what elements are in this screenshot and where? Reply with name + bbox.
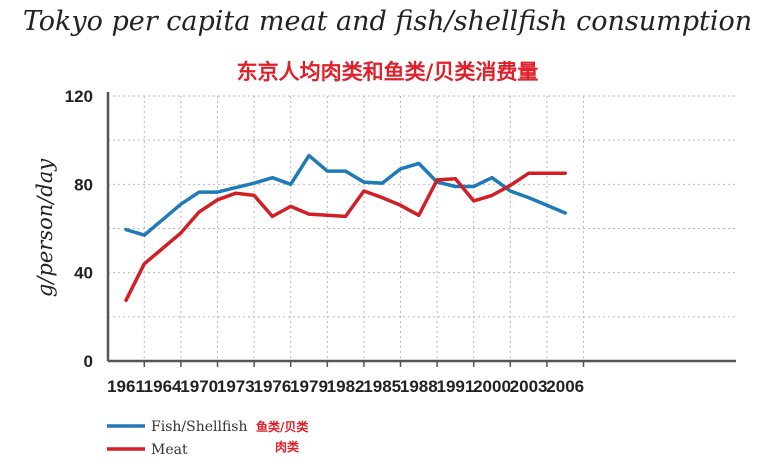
y-tick-label: 40	[74, 264, 93, 283]
legend-label-cn: 鱼类/贝类	[256, 419, 309, 434]
legend-label: Fish/Shellfish	[151, 419, 248, 435]
x-tick-label: 1970	[180, 377, 218, 396]
x-tick-label: 2000	[473, 377, 511, 396]
grid-lines	[108, 95, 736, 361]
chart-title: Tokyo per capita meat and fish/shellfish…	[22, 6, 753, 37]
x-tick-labels: 1961196419701973197619791982198519881991…	[107, 377, 584, 396]
x-tick-label: 1976	[253, 377, 291, 396]
x-tick-label: 1985	[363, 377, 401, 396]
x-tick-label: 2006	[546, 377, 584, 396]
x-tick-label: 1988	[400, 377, 438, 396]
y-tick-label: 0	[84, 352, 93, 371]
x-tick-label: 1961	[107, 377, 145, 396]
x-tick-label: 1991	[436, 377, 474, 396]
y-tick-label: 80	[74, 175, 93, 194]
y-axis-label: g/person/day	[33, 158, 57, 297]
series-line-meat	[124, 171, 567, 303]
series-line-fish-shellfish	[124, 153, 567, 237]
series-lines	[124, 153, 567, 303]
legend-label-cn: 肉类	[275, 439, 300, 454]
y-tick-label: 120	[65, 87, 93, 106]
x-tick-label: 1982	[327, 377, 365, 396]
axes	[106, 92, 736, 367]
x-tick-label: 1973	[217, 377, 255, 396]
y-tick-labels: 0 40 80 120	[65, 87, 93, 371]
legend-label: Meat	[151, 442, 188, 458]
x-tick-label: 2003	[510, 377, 548, 396]
x-tick-label: 1979	[290, 377, 328, 396]
chart-subtitle: 东京人均肉类和鱼类/贝类消费量	[236, 60, 539, 84]
x-tick-label: 1964	[144, 377, 182, 396]
